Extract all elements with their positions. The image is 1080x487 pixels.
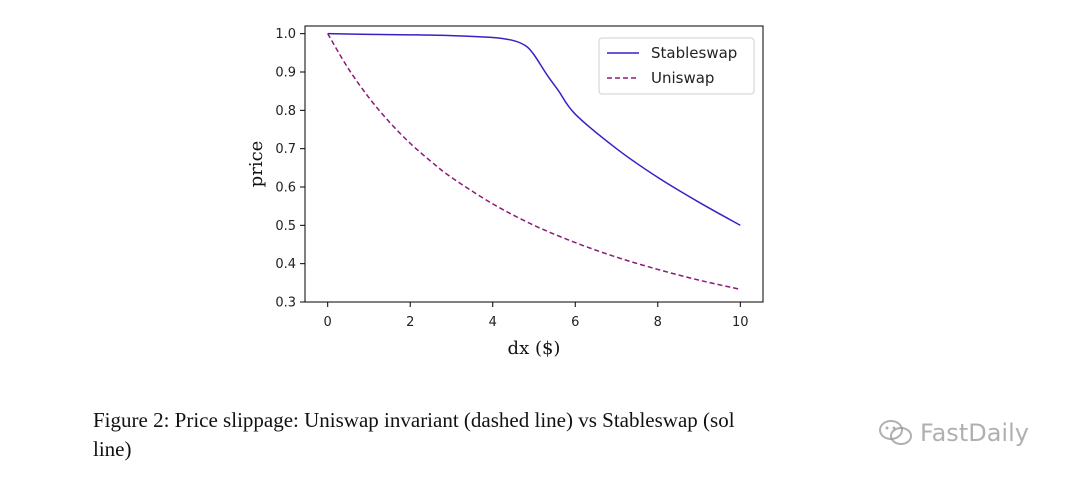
y-axis-ticks: 0.3 0.4 0.5 0.6 0.7 0.8 0.9 1.0 [275, 27, 305, 311]
caption-line-1: Figure 2: Price slippage: Uniswap invari… [93, 408, 735, 432]
x-tick-label: 10 [732, 315, 749, 330]
plot-frame [304, 25, 764, 303]
legend-box [598, 37, 755, 95]
y-tick-label: 0.8 [275, 104, 296, 119]
series-line-stableswap [327, 32, 741, 226]
x-tick-label: 0 [324, 315, 332, 330]
x-tick-label: 2 [406, 315, 414, 330]
x-tick-label: 4 [489, 315, 497, 330]
x-tick-label: 8 [654, 315, 662, 330]
x-tick-label: 6 [571, 315, 579, 330]
y-tick-label: 0.7 [275, 142, 296, 157]
x-axis-label: dx ($) [508, 338, 561, 359]
watermark-text: FastDaily [920, 419, 1029, 447]
y-tick-label: 0.4 [275, 257, 296, 272]
y-tick-label: 1.0 [275, 27, 296, 42]
y-tick-label: 0.5 [275, 219, 296, 234]
caption-line-2: line) [93, 437, 132, 461]
y-tick-label: 0.9 [275, 66, 296, 81]
y-tick-label: 0.3 [275, 296, 296, 311]
watermark: FastDaily [878, 418, 1029, 448]
legend-label-uniswap: Uniswap [651, 69, 714, 87]
y-tick-label: 0.6 [275, 181, 296, 196]
legend-label-stableswap: Stableswap [651, 44, 737, 62]
figure-caption: Figure 2: Price slippage: Uniswap invari… [93, 406, 883, 464]
x-axis-ticks: 0 2 4 6 8 10 [324, 302, 749, 330]
series-layer [327, 32, 741, 291]
legend: Stableswap Uniswap [598, 37, 755, 95]
y-axis-label: price [246, 141, 267, 188]
wechat-icon [878, 418, 914, 448]
